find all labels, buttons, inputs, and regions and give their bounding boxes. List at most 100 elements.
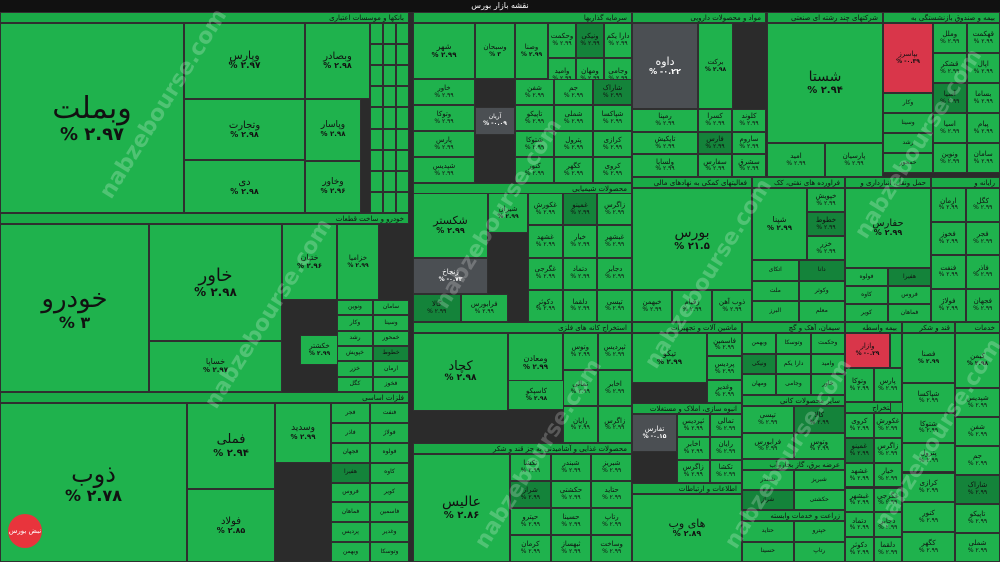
stock-tile-small[interactable]: اخابر ۲.۹۹ % [677,437,710,460]
stock-tile[interactable]: وخاور ۲.۹۶ % [305,161,361,213]
stock-tile-small[interactable]: وتوسکا [776,333,811,354]
stock-tile[interactable]: شستا ۲.۹۴ % [767,23,883,143]
stock-tile-small[interactable] [370,170,383,192]
stock-tile-small[interactable]: کگهر ۲.۹۹ % [554,157,593,183]
stock-tile-small[interactable]: پردیس [331,522,370,543]
stock-tile-small[interactable] [396,191,409,213]
stock-tile-small[interactable]: وغدیر ۲.۹۹ % [707,379,742,403]
stock-tile-small[interactable]: تاپیکو ۲.۹۹ % [955,504,1000,533]
stock-tile-small[interactable]: خطوط ۲.۹۹ % [807,212,845,236]
stock-tile-small[interactable]: کالا ۲.۹۹ % [413,294,461,322]
stock-tile-small[interactable]: زاگرس ۲.۹۹ % [677,460,710,483]
stock-tile-small[interactable]: دانا [798,260,845,281]
stock-tile[interactable]: تیکو ۲.۹۹ % [632,333,707,383]
stock-tile-small[interactable]: وبهمن [331,542,370,562]
stock-tile-small[interactable]: کویر [370,482,409,503]
stock-tile-small[interactable]: رایان ۲.۹۹ % [709,437,742,460]
stock-tile[interactable]: وبملت ۲.۹۷ % [0,23,184,213]
stock-tile-small[interactable] [370,44,383,66]
stock-tile[interactable]: خاور ۲.۹۸ % [149,224,282,341]
stock-tile[interactable]: وپارس ۲.۹۷ % [184,23,305,99]
stock-tile-small[interactable]: فماهان [888,304,931,322]
stock-tile-small[interactable]: فروس [331,482,370,503]
stock-tile-small[interactable]: فنفت [370,403,409,423]
stock-tile-small[interactable]: وتوکا ۲.۹۹ % [845,368,874,402]
stock-tile-small[interactable] [396,149,409,171]
stock-tile[interactable]: خزامیا ۲.۹۹ % [337,224,379,300]
stock-tile[interactable]: وازار ۰.۲۹- % [845,333,890,368]
stock-tile-small[interactable]: ونوین [337,300,373,316]
stock-tile-small[interactable]: دجابر ۲.۹۹ % [597,257,632,290]
stock-tile[interactable]: های وب ۲.۸۹ % [632,494,742,562]
stock-tile-small[interactable] [396,23,409,45]
stock-tile-small[interactable]: ذوب آهن ۲.۹۹ % [712,290,752,322]
stock-tile-small[interactable]: وسینا [373,315,409,331]
stock-tile-small[interactable]: فروس [888,286,931,304]
stock-tile-small[interactable]: کگهر ۲.۹۹ % [902,532,955,562]
stock-tile-small[interactable]: کلوند ۲.۹۹ % [732,109,766,132]
stock-tile-small[interactable]: شپاکسا ۲.۹۹ % [902,383,955,413]
stock-tile-small[interactable]: وبهمن [742,333,777,354]
stock-tile-small[interactable]: شپدیس ۲.۹۹ % [955,388,1000,417]
stock-tile-small[interactable]: فنفت ۲.۹۹ % [931,255,966,289]
stock-tile[interactable]: وپاسار ۲.۹۸ % [305,99,361,161]
stock-tile-small[interactable]: رایان ۲.۹۹ % [563,406,598,443]
stock-tile-small[interactable]: شبندر [742,470,794,490]
stock-tile[interactable]: کاسپکو ۲.۹۸ % [508,380,565,410]
stock-tile-small[interactable]: پترول ۲.۹۹ % [554,131,593,157]
stock-tile-small[interactable]: سامان [373,300,409,316]
stock-tile-small[interactable]: شتوکا ۲.۹۹ % [515,131,554,157]
stock-tile-small[interactable]: پردیس ۲.۹۹ % [707,356,742,380]
stock-tile[interactable]: شپنا ۲.۹۹ % [752,188,807,260]
stock-tile-small[interactable]: پارسیان ۲.۹۹ % [825,143,883,177]
stock-tile-small[interactable]: حکشتی [793,490,845,510]
stock-tile-small[interactable] [890,333,902,368]
stock-tile-small[interactable]: پارس ۲.۹۹ % [873,368,902,402]
stock-tile-small[interactable]: فولاژ ۲.۹۹ % [931,288,966,322]
stock-tile-small[interactable]: شبندر ۲.۹۹ % [550,454,592,481]
stock-tile-small[interactable]: خزر [337,361,373,377]
stock-tile[interactable]: وسبحان ۳ % [475,23,515,79]
stock-tile-small[interactable] [396,107,409,129]
stock-tile-small[interactable]: اخابر ۲.۹۹ % [597,369,632,407]
stock-tile[interactable]: خکشتر ۲.۹۹ % [300,335,339,365]
stock-tile-small[interactable]: غشهد ۲.۹۹ % [528,225,563,258]
stock-tile-small[interactable]: معلم [798,301,845,322]
stock-tile-small[interactable]: حپترو ۲.۹۹ % [510,508,551,535]
stock-tile[interactable]: زنجاخ ۰.۷۳- % [413,258,488,294]
stock-tile[interactable]: وتجارت ۲.۹۸ % [184,99,305,160]
stock-tile-small[interactable]: خطوط [373,346,409,362]
stock-tile-small[interactable]: تکشا ۲.۹۹ % [709,460,742,483]
stock-tile[interactable]: شکستر ۲.۹۹ % [413,193,488,258]
stock-tile-small[interactable]: اپال ۲.۹۹ % [966,53,1000,83]
stock-tile-small[interactable]: وتوس ۲.۹۹ % [563,333,598,370]
stock-tile-small[interactable]: وتوکا ۲.۹۹ % [413,105,475,131]
stock-tile-small[interactable]: وغدیر [370,522,409,543]
stock-tile-small[interactable]: وحکمت [810,333,845,354]
stock-tile[interactable]: خساپا ۲.۹۷ % [149,341,282,392]
stock-tile-small[interactable]: خمحور [883,153,933,173]
stock-tile-small[interactable] [383,107,396,129]
stock-tile-small[interactable]: شاراک ۲.۹۹ % [955,475,1000,504]
stock-tile-small[interactable]: غشهد ۲.۹۹ % [845,462,874,488]
stock-tile-small[interactable]: فاذر ۲.۹۹ % [965,255,1000,289]
stock-tile-small[interactable]: فاسمین [370,502,409,523]
stock-tile-small[interactable]: غکورش ۲.۹۹ % [528,193,563,226]
stock-tile-small[interactable]: شبریز ۲.۹۹ % [591,454,632,481]
stock-tile-small[interactable]: شپدیس ۲.۹۹ % [413,157,475,183]
stock-tile-small[interactable]: کسرا ۲.۹۹ % [698,109,732,132]
stock-tile-small[interactable] [370,65,383,87]
stock-tile-small[interactable]: هفیرا [331,462,370,483]
stock-tile-small[interactable]: تپسی ۲.۹۹ % [597,289,632,322]
stock-tile-small[interactable]: فارس ۲.۹۹ % [698,131,732,155]
stock-tile-small[interactable]: ساروم ۲.۹۹ % [732,131,766,155]
stock-tile-small[interactable]: فجر [331,403,370,423]
stock-tile-small[interactable]: وکار [883,93,933,113]
stock-tile-small[interactable]: ثپردیس ۲.۹۹ % [597,333,632,370]
stock-tile-small[interactable]: ثپردیس ۲.۹۹ % [677,414,710,437]
stock-tile-small[interactable]: وتوسکا [370,542,409,562]
stock-tile[interactable]: حفارس ۲.۹۹ % [845,188,931,268]
stock-tile-small[interactable]: غبشهر ۲.۹۹ % [597,225,632,258]
stock-tile-small[interactable]: کرازی ۲.۹۹ % [593,131,632,157]
stock-tile-small[interactable] [383,191,396,213]
